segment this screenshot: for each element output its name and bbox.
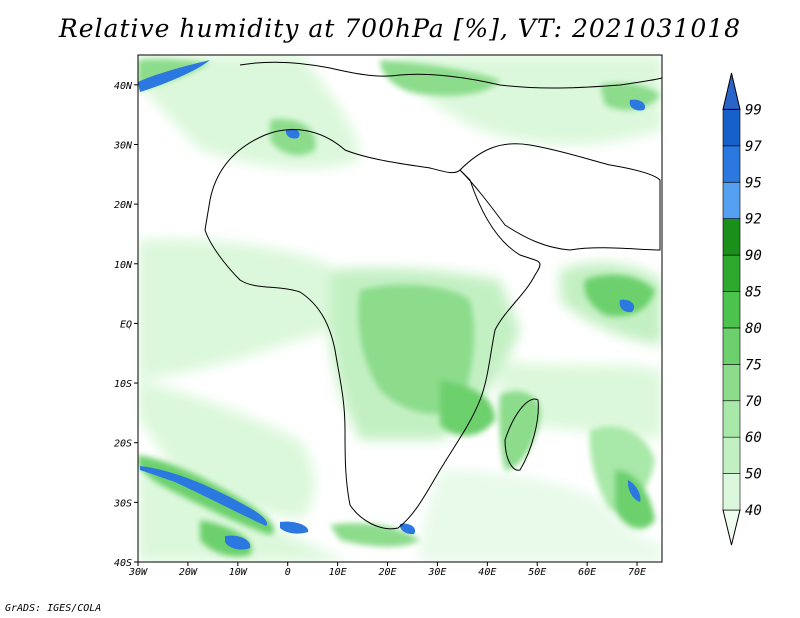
map-title: Relative humidity at 700hPa [%], VT: 202…	[58, 14, 742, 43]
colorbar-segment	[722, 400, 741, 438]
lat-tick-label: 30S	[113, 498, 132, 509]
lon-tick-label: 30E	[427, 567, 446, 578]
colorbar-segment	[722, 145, 741, 183]
europe-coastline	[239, 61, 662, 89]
humidity-field	[138, 55, 662, 562]
latitude-axis: 40N 30N 20N 10N EQ 10S 20S 30S 40S	[113, 81, 138, 569]
colorbar-lower-arrow	[722, 509, 741, 546]
colorbar-level-label: 95	[745, 175, 762, 191]
arabia-coastline	[459, 143, 661, 251]
longitude-axis: 30W 20W 10W 0 10E 20E 30E 40E 50E 60E 70E	[128, 562, 646, 578]
colorbar-level-label: 99	[745, 102, 762, 118]
moisture-medium-layer	[138, 59, 660, 557]
colorbar-level-label: 85	[745, 285, 762, 301]
colorbar-segment	[722, 291, 741, 329]
colorbar-segment	[722, 364, 741, 402]
colorbar-level-label: 70	[745, 394, 762, 410]
lat-tick-label: EQ	[120, 319, 132, 330]
lat-tick-label: 20S	[114, 439, 132, 450]
footer-credit: GrADS: IGES/COLA	[5, 603, 102, 614]
lat-tick-label: 40N	[114, 81, 133, 92]
lon-tick-label: 10E	[329, 567, 347, 578]
lat-tick-label: 40S	[114, 558, 132, 569]
lat-tick-label: 20N	[114, 200, 133, 211]
lat-tick-label: 10N	[114, 260, 133, 271]
lon-tick-label: 20E	[378, 567, 396, 578]
lon-tick-label: 20W	[179, 567, 198, 578]
lon-tick-label: 30W	[128, 567, 148, 578]
coastlines	[204, 61, 662, 530]
colorbar-segment	[722, 254, 741, 292]
colorbar-segment	[722, 327, 741, 365]
colorbar-segment	[722, 181, 741, 219]
colorbar-level-label: 92	[745, 212, 762, 228]
lon-tick-label: 10W	[229, 567, 248, 578]
madagascar-coastline	[504, 398, 539, 471]
colorbar-level-label: 50	[745, 467, 762, 483]
colorbar-segment	[722, 109, 741, 147]
colorbar-level-label: 60	[745, 430, 762, 446]
colorbar-level-label: 40	[745, 503, 762, 519]
lat-tick-label: 30N	[113, 140, 133, 151]
colorbar-level-label: 97	[745, 139, 762, 155]
lon-tick-label: 0	[285, 567, 291, 578]
colorbar-level-label: 75	[745, 357, 762, 373]
colorbar-segment	[722, 473, 741, 511]
colorbar-segment	[722, 218, 741, 256]
colorbar-upper-arrow	[722, 72, 741, 110]
colorbar-level-label: 80	[745, 321, 762, 337]
lon-tick-label: 70E	[628, 567, 646, 578]
lon-tick-label: 60E	[578, 567, 596, 578]
lon-tick-label: 40E	[478, 567, 496, 578]
map-frame	[137, 54, 663, 563]
colorbar-level-label: 90	[745, 248, 762, 264]
lon-tick-label: 50E	[528, 567, 546, 578]
colorbar-segment	[722, 436, 741, 474]
colorbar: 40 50 60 70 75 80 85 90 92 95 97 99	[722, 72, 762, 546]
africa-coastline	[204, 129, 541, 530]
lat-tick-label: 10S	[114, 379, 132, 390]
moisture-saturated-layer	[138, 60, 646, 550]
